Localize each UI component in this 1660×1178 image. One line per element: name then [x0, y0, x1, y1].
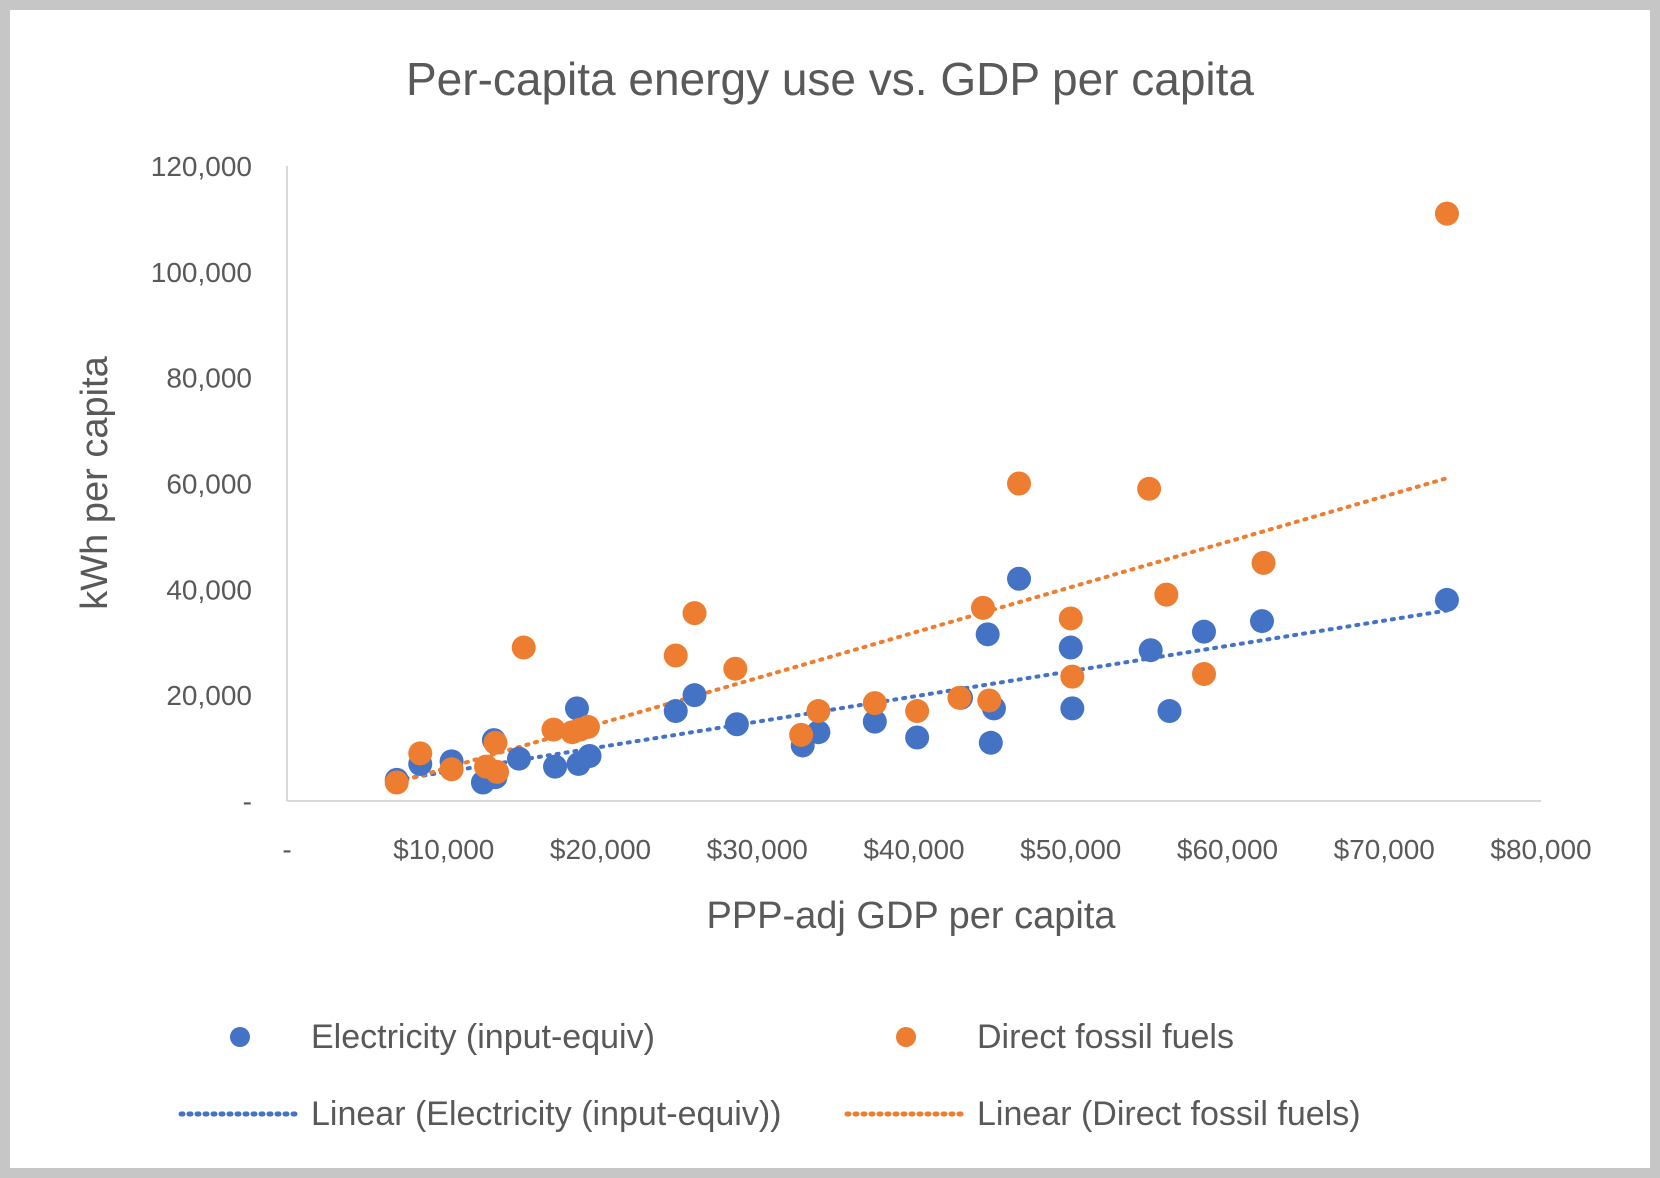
x-tick-label: $30,000 [707, 834, 808, 865]
point-electricity [862, 709, 887, 734]
point-electricity [1191, 619, 1216, 644]
point-fossil [384, 770, 409, 795]
point-fossil [862, 691, 887, 716]
point-fossil [1060, 664, 1085, 689]
x-axis-ticks: - $10,000 $20,000 $30,000 $40,000 $50,000 $60,… [282, 834, 1591, 865]
x-tick-label: $40,000 [863, 834, 964, 865]
x-tick-label: $70,000 [1334, 834, 1435, 865]
trendline-electricity [394, 608, 1449, 782]
x-tick-label: - [282, 834, 291, 865]
point-electricity [564, 696, 589, 721]
point-fossil [806, 699, 831, 724]
point-fossil [789, 722, 814, 747]
x-axis-title: PPP-adj GDP per capita [706, 895, 1116, 937]
x-tick-label: $80,000 [1490, 834, 1591, 865]
y-axis-ticks: - 20,000 40,000 60,000 80,000 100,000 120,000 [151, 151, 252, 817]
point-electricity [1138, 638, 1163, 663]
legend-marker-electricity [230, 1027, 250, 1047]
point-fossil [1434, 201, 1459, 226]
point-fossil [1154, 582, 1179, 607]
point-fossil [511, 635, 536, 660]
point-fossil [977, 688, 1002, 713]
point-fossil [575, 714, 600, 739]
y-tick-label: 80,000 [166, 363, 252, 394]
y-tick-label: 120,000 [151, 151, 252, 182]
y-tick-label: 100,000 [151, 257, 252, 288]
point-fossil [663, 643, 688, 668]
point-electricity [663, 699, 688, 724]
chart-title: Per-capita energy use vs. GDP per capita [406, 53, 1254, 105]
point-fossil [408, 741, 433, 766]
legend: Electricity (input-equiv) Direct fossil … [178, 1018, 1361, 1133]
point-fossil [483, 730, 508, 755]
point-electricity [1249, 609, 1274, 634]
y-tick-label: 60,000 [166, 469, 252, 500]
legend-label-electricity: Electricity (input-equiv) [311, 1018, 655, 1056]
point-electricity [1157, 699, 1182, 724]
y-tick-label: 40,000 [166, 574, 252, 605]
point-electricity [577, 744, 602, 769]
point-electricity [543, 754, 568, 779]
point-electricity [682, 683, 707, 708]
point-fossil [947, 685, 972, 710]
point-fossil [723, 656, 748, 681]
point-fossil [1191, 662, 1216, 686]
point-fossil [970, 595, 995, 620]
point-electricity [1060, 696, 1085, 721]
point-electricity [978, 730, 1003, 755]
point-electricity [1007, 566, 1032, 591]
legend-marker-fossil [896, 1027, 916, 1047]
point-fossil [541, 717, 566, 742]
y-tick-label: 20,000 [166, 680, 252, 711]
point-fossil [485, 759, 510, 784]
point-electricity [724, 712, 749, 737]
x-tick-label: $10,000 [393, 834, 494, 865]
legend-label-fossil-trend: Linear (Direct fossil fuels) [977, 1095, 1361, 1133]
y-axis-title: kWh per capita [74, 355, 116, 609]
point-electricity [1058, 635, 1083, 660]
point-electricity [975, 622, 1000, 647]
x-tick-label: $20,000 [550, 834, 651, 865]
point-fossil [1007, 471, 1032, 496]
point-electricity [506, 746, 531, 771]
point-fossil [439, 757, 464, 782]
point-fossil [905, 699, 930, 724]
point-fossil [1137, 476, 1162, 501]
x-tick-label: $60,000 [1177, 834, 1278, 865]
legend-label-fossil: Direct fossil fuels [977, 1018, 1234, 1056]
point-fossil [1251, 550, 1276, 575]
x-tick-label: $50,000 [1020, 834, 1121, 865]
point-electricity [1434, 587, 1459, 612]
point-electricity [905, 725, 930, 750]
legend-label-electricity-trend: Linear (Electricity (input-equiv)) [311, 1095, 782, 1133]
y-tick-label: - [243, 786, 252, 817]
point-fossil [1058, 606, 1083, 631]
point-fossil [682, 601, 707, 626]
data-points [384, 201, 1459, 795]
